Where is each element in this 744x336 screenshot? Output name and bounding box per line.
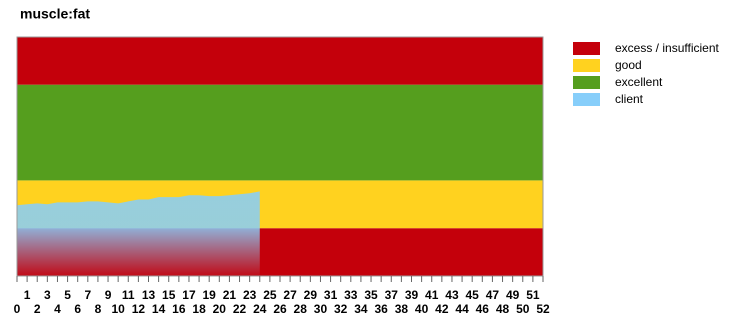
x-tick-label: 15 bbox=[162, 288, 176, 302]
x-tick-label: 6 bbox=[74, 302, 81, 316]
x-tick-label: 5 bbox=[64, 288, 71, 302]
legend-swatch bbox=[573, 76, 600, 89]
x-tick-label: 19 bbox=[203, 288, 217, 302]
x-tick-label: 33 bbox=[344, 288, 358, 302]
x-tick-label: 47 bbox=[486, 288, 500, 302]
x-tick-label: 46 bbox=[476, 302, 490, 316]
x-tick-label: 52 bbox=[536, 302, 550, 316]
legend-label: excess / insufficient bbox=[615, 41, 719, 55]
x-tick-label: 21 bbox=[223, 288, 237, 302]
x-tick-label: 26 bbox=[273, 302, 287, 316]
x-tick-label: 48 bbox=[496, 302, 510, 316]
x-tick-label: 14 bbox=[152, 302, 166, 316]
x-tick-label: 49 bbox=[506, 288, 520, 302]
x-tick-label: 25 bbox=[263, 288, 277, 302]
x-tick-label: 13 bbox=[142, 288, 156, 302]
band bbox=[17, 37, 543, 85]
x-tick-label: 42 bbox=[435, 302, 449, 316]
legend-label: client bbox=[615, 92, 644, 106]
x-tick-label: 3 bbox=[44, 288, 51, 302]
x-tick-label: 8 bbox=[95, 302, 102, 316]
x-tick-label: 39 bbox=[405, 288, 419, 302]
x-tick-label: 22 bbox=[233, 302, 247, 316]
x-tick-label: 40 bbox=[415, 302, 429, 316]
x-tick-label: 37 bbox=[385, 288, 399, 302]
legend-label: good bbox=[615, 58, 642, 72]
x-tick-label: 4 bbox=[54, 302, 61, 316]
x-tick-label: 11 bbox=[122, 288, 135, 302]
x-tick-label: 2 bbox=[34, 302, 41, 316]
x-tick-label: 38 bbox=[395, 302, 409, 316]
x-tick-label: 34 bbox=[354, 302, 368, 316]
x-tick-label: 23 bbox=[243, 288, 257, 302]
x-tick-label: 35 bbox=[364, 288, 378, 302]
x-tick-label: 17 bbox=[182, 288, 196, 302]
x-tick-label: 27 bbox=[283, 288, 297, 302]
x-tick-label: 29 bbox=[304, 288, 318, 302]
x-tick-label: 16 bbox=[172, 302, 186, 316]
x-tick-label: 0 bbox=[14, 302, 21, 316]
chart-title: muscle:fat bbox=[20, 6, 90, 22]
x-tick-label: 7 bbox=[84, 288, 91, 302]
x-tick-label: 31 bbox=[324, 288, 338, 302]
x-tick-label: 43 bbox=[445, 288, 459, 302]
legend-swatch bbox=[573, 59, 600, 72]
x-tick-label: 18 bbox=[192, 302, 206, 316]
x-tick-label: 24 bbox=[253, 302, 267, 316]
x-tick-label: 30 bbox=[314, 302, 328, 316]
x-tick-label: 44 bbox=[455, 302, 469, 316]
x-tick-label: 20 bbox=[213, 302, 227, 316]
x-tick-label: 36 bbox=[374, 302, 388, 316]
client-area bbox=[17, 191, 260, 276]
x-tick-label: 51 bbox=[526, 288, 540, 302]
x-tick-label: 1 bbox=[24, 288, 31, 302]
x-tick-label: 32 bbox=[334, 302, 348, 316]
legend-swatch bbox=[573, 93, 600, 106]
x-tick-label: 50 bbox=[516, 302, 530, 316]
x-tick-label: 9 bbox=[105, 288, 112, 302]
band bbox=[17, 84, 543, 181]
x-tick-label: 45 bbox=[466, 288, 480, 302]
x-tick-label: 10 bbox=[111, 302, 125, 316]
legend-label: excellent bbox=[615, 75, 663, 89]
x-tick-label: 41 bbox=[425, 288, 439, 302]
legend-swatch bbox=[573, 42, 600, 55]
x-tick-label: 28 bbox=[294, 302, 308, 316]
x-tick-label: 12 bbox=[132, 302, 146, 316]
